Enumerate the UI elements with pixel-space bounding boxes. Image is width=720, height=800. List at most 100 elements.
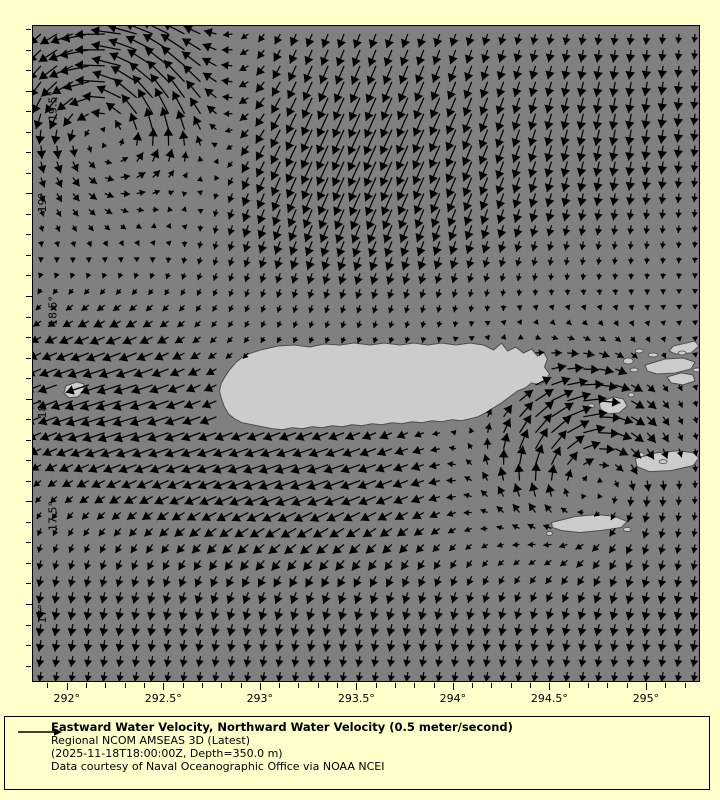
velocity-vector — [644, 273, 651, 280]
velocity-vector — [249, 527, 265, 538]
velocity-vector — [546, 225, 555, 237]
velocity-vector — [414, 209, 425, 229]
velocity-vector — [74, 335, 90, 345]
velocity-vector — [167, 384, 185, 394]
velocity-vector — [673, 624, 683, 637]
velocity-vector — [228, 448, 249, 458]
x-axis-minor-tick — [491, 683, 493, 688]
velocity-vector — [692, 320, 699, 326]
velocity-vector — [355, 671, 364, 681]
velocity-vector — [662, 416, 670, 426]
velocity-vector — [212, 225, 219, 234]
velocity-vector — [514, 33, 523, 45]
velocity-vector — [303, 225, 313, 243]
velocity-vector — [551, 349, 563, 357]
velocity-vector — [627, 241, 634, 250]
velocity-vector — [340, 304, 347, 314]
velocity-vector — [256, 177, 265, 194]
velocity-vector — [252, 543, 265, 555]
velocity-vector — [237, 543, 249, 555]
velocity-vector — [151, 480, 169, 489]
velocity-vector — [466, 576, 474, 586]
velocity-vector — [658, 33, 667, 45]
velocity-vector — [201, 399, 217, 409]
velocity-vector — [290, 480, 313, 491]
velocity-vector — [630, 448, 642, 459]
velocity-vector — [386, 273, 395, 285]
velocity-vector — [642, 496, 651, 507]
velocity-vector — [56, 97, 74, 111]
velocity-vector — [96, 512, 106, 521]
velocity-vector — [131, 288, 138, 296]
velocity-vector — [133, 272, 140, 279]
velocity-vector — [597, 493, 603, 500]
velocity-vector — [641, 97, 651, 113]
velocity-vector — [397, 81, 409, 103]
velocity-vector — [115, 368, 137, 379]
velocity-vector — [306, 273, 315, 285]
x-axis-minor-tick — [665, 683, 667, 688]
velocity-vector — [598, 335, 607, 342]
velocity-vector — [227, 177, 234, 186]
velocity-vector — [244, 320, 250, 328]
velocity-vector — [528, 145, 538, 163]
velocity-vector — [642, 512, 650, 523]
velocity-vector — [482, 576, 490, 586]
velocity-vector — [121, 94, 138, 115]
velocity-vector — [71, 225, 78, 232]
velocity-vector — [674, 193, 683, 204]
velocity-vector — [661, 432, 670, 443]
velocity-vector — [531, 671, 539, 681]
velocity-vector — [52, 671, 60, 681]
velocity-vector — [333, 81, 345, 103]
velocity-vector — [224, 559, 234, 571]
velocity-vector — [49, 496, 58, 504]
velocity-vector — [657, 81, 668, 96]
velocity-vector — [514, 463, 524, 481]
velocity-vector — [675, 241, 682, 249]
x-axis-major-tick — [356, 683, 358, 690]
velocity-vector — [36, 145, 47, 159]
y-axis-minor-tick — [26, 111, 31, 113]
velocity-vector — [512, 541, 520, 548]
velocity-vector — [691, 225, 698, 233]
velocity-vector — [415, 543, 425, 554]
velocity-vector — [646, 400, 657, 410]
velocity-vector — [115, 560, 123, 571]
vector-field-plot[interactable] — [32, 25, 700, 682]
y-axis-minor-tick — [26, 419, 31, 421]
velocity-vector — [286, 193, 297, 213]
velocity-vector — [609, 177, 619, 192]
velocity-vector — [608, 129, 619, 146]
velocity-vector — [164, 26, 185, 35]
velocity-vector — [449, 257, 459, 270]
velocity-vector — [167, 480, 185, 490]
velocity-vector — [226, 624, 236, 637]
velocity-vector — [414, 430, 425, 438]
velocity-vector — [38, 241, 44, 247]
velocity-vector — [128, 528, 138, 537]
velocity-vector — [498, 33, 507, 46]
velocity-vector — [54, 161, 63, 174]
velocity-vector — [545, 193, 555, 208]
velocity-vector — [221, 61, 233, 70]
velocity-vector — [167, 169, 175, 178]
velocity-vector — [462, 177, 473, 197]
velocity-vector — [260, 671, 268, 681]
velocity-vector — [449, 33, 459, 47]
velocity-vector — [577, 81, 587, 97]
velocity-vector — [433, 33, 443, 48]
velocity-vector — [447, 81, 457, 100]
velocity-vector — [369, 257, 379, 271]
velocity-vector — [578, 639, 587, 652]
velocity-vector — [196, 464, 217, 474]
velocity-vector — [223, 110, 233, 118]
velocity-vector — [197, 190, 203, 196]
velocity-vector — [271, 559, 281, 571]
velocity-vector — [52, 655, 61, 667]
velocity-vector — [181, 273, 187, 280]
velocity-vector — [674, 671, 683, 681]
velocity-vector — [127, 26, 153, 35]
velocity-vector — [147, 400, 169, 410]
velocity-vector — [690, 560, 698, 571]
